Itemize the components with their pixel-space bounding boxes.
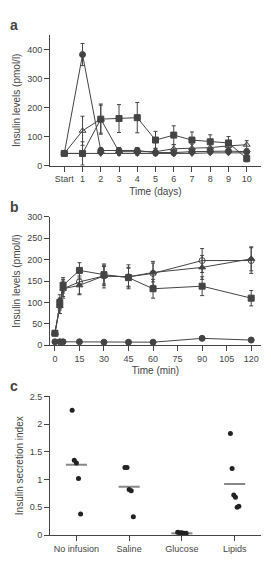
svg-text:50: 50: [32, 319, 42, 329]
svg-text:7: 7: [189, 174, 194, 184]
svg-text:1: 1: [80, 174, 85, 184]
svg-text:45: 45: [124, 354, 134, 364]
svg-text:5: 5: [153, 174, 158, 184]
svg-text:105: 105: [219, 354, 234, 364]
svg-text:10: 10: [242, 174, 252, 184]
svg-text:Time (days): Time (days): [129, 186, 181, 197]
svg-text:Insulin levels (pmol/l): Insulin levels (pmol/l): [11, 234, 22, 327]
svg-text:a: a: [10, 17, 18, 33]
svg-text:6: 6: [171, 174, 176, 184]
svg-text:200: 200: [27, 255, 42, 265]
svg-text:100: 100: [27, 132, 42, 142]
svg-text:4: 4: [135, 174, 140, 184]
svg-text:250: 250: [27, 233, 42, 243]
svg-text:Insulin levels (pmol/l): Insulin levels (pmol/l): [11, 54, 22, 147]
svg-text:Insulin secretion index: Insulin secretion index: [14, 416, 25, 515]
svg-text:1: 1: [37, 475, 42, 485]
svg-text:30: 30: [99, 354, 109, 364]
svg-text:120: 120: [244, 354, 259, 364]
svg-text:3: 3: [117, 174, 122, 184]
svg-text:0: 0: [37, 161, 42, 171]
svg-text:Lipids: Lipids: [223, 544, 247, 554]
svg-text:60: 60: [148, 354, 158, 364]
svg-text:300: 300: [27, 212, 42, 222]
svg-text:0: 0: [52, 354, 57, 364]
svg-text:90: 90: [197, 354, 207, 364]
svg-text:Time (min): Time (min): [132, 365, 179, 376]
svg-text:c: c: [10, 378, 18, 394]
svg-text:2.5: 2.5: [30, 392, 43, 402]
svg-text:1.5: 1.5: [30, 447, 43, 457]
svg-text:15: 15: [74, 354, 84, 364]
svg-text:150: 150: [27, 276, 42, 286]
svg-text:400: 400: [27, 45, 42, 55]
svg-text:100: 100: [27, 298, 42, 308]
svg-text:0: 0: [37, 530, 42, 540]
svg-text:Saline: Saline: [117, 544, 142, 554]
svg-text:Glucose: Glucose: [165, 544, 198, 554]
svg-text:200: 200: [27, 103, 42, 113]
svg-text:2: 2: [98, 174, 103, 184]
svg-text:0.5: 0.5: [30, 502, 43, 512]
svg-text:75: 75: [173, 354, 183, 364]
svg-text:9: 9: [226, 174, 231, 184]
svg-text:No infusion: No infusion: [54, 544, 99, 554]
svg-text:0: 0: [37, 340, 42, 350]
svg-text:2: 2: [37, 419, 42, 429]
svg-text:8: 8: [208, 174, 213, 184]
svg-text:300: 300: [27, 74, 42, 84]
svg-text:b: b: [10, 199, 19, 215]
svg-text:Start: Start: [55, 174, 75, 184]
